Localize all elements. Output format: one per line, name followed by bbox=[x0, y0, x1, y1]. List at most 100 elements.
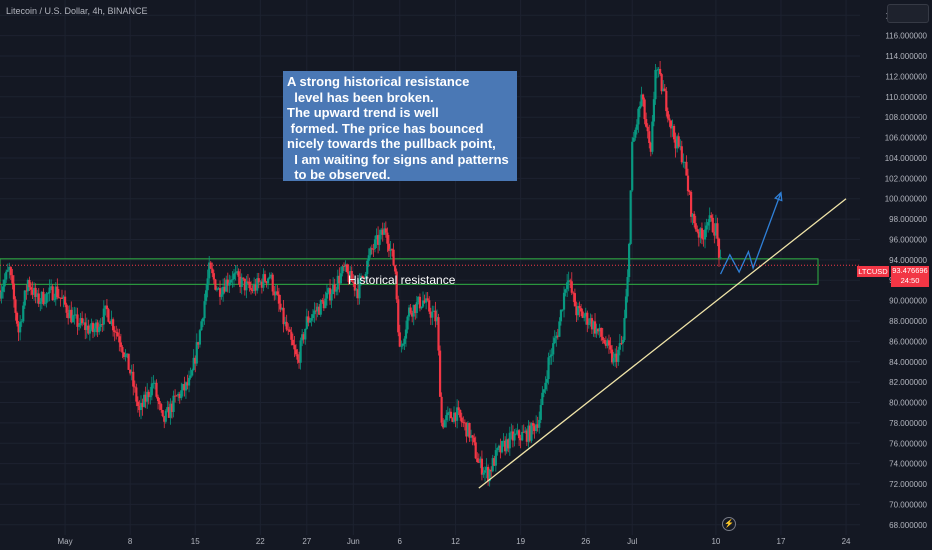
candle-body bbox=[246, 281, 250, 283]
candle-body bbox=[483, 470, 487, 473]
candle-body bbox=[497, 445, 501, 449]
price-tick-label: 94.000000 bbox=[889, 256, 927, 265]
candle-body bbox=[601, 336, 604, 341]
candle-body bbox=[183, 384, 186, 391]
candle-body bbox=[496, 448, 499, 451]
candle-body bbox=[63, 296, 67, 305]
candle-body bbox=[115, 331, 118, 333]
projection-path[interactable] bbox=[719, 192, 782, 275]
candle-body bbox=[242, 277, 245, 279]
candle-body bbox=[680, 146, 683, 163]
candle-body bbox=[274, 291, 277, 296]
candle-body bbox=[628, 243, 631, 278]
candle-body bbox=[222, 286, 225, 295]
time-tick-label: 17 bbox=[777, 537, 786, 546]
candle-body bbox=[564, 289, 567, 293]
time-tick-label: 15 bbox=[191, 537, 200, 546]
candle-body bbox=[600, 327, 603, 337]
candle-body bbox=[640, 94, 643, 107]
candle-body bbox=[677, 136, 680, 147]
zone-label: Historical resistance bbox=[348, 273, 456, 287]
candle-body bbox=[369, 248, 372, 256]
candle-body bbox=[26, 279, 29, 292]
candle-body bbox=[651, 121, 654, 152]
bar-countdown: 24:50 bbox=[900, 276, 920, 285]
price-tick-label: 106.000000 bbox=[885, 134, 928, 143]
candle-body bbox=[646, 126, 649, 132]
candle-body bbox=[28, 279, 31, 288]
candle-body bbox=[3, 279, 6, 287]
candle-body bbox=[330, 294, 333, 301]
candle-body bbox=[187, 377, 191, 386]
candle-body bbox=[229, 279, 232, 283]
candle-body bbox=[398, 332, 401, 347]
candle-body bbox=[471, 435, 474, 438]
candle-body bbox=[132, 371, 135, 387]
candle-body bbox=[291, 339, 294, 346]
candle-body bbox=[428, 300, 431, 312]
candle-body bbox=[694, 223, 697, 230]
annotation-note[interactable]: A strong historical resistance level has… bbox=[283, 71, 517, 181]
candle-body bbox=[553, 338, 556, 344]
candle-body bbox=[418, 296, 422, 309]
candle-body bbox=[32, 287, 36, 295]
candle-body bbox=[392, 249, 395, 266]
candle-body bbox=[621, 339, 625, 344]
candle-body bbox=[373, 239, 377, 249]
candle-body bbox=[136, 401, 140, 407]
price-tick-label: 76.000000 bbox=[889, 439, 927, 448]
candle-body bbox=[519, 438, 522, 441]
time-tick-label: 24 bbox=[842, 537, 851, 546]
candle-body bbox=[215, 289, 219, 291]
candle-body bbox=[173, 395, 177, 397]
candle-body bbox=[96, 322, 99, 333]
price-tag: 93.476696 24:50 bbox=[891, 266, 929, 287]
candle-body bbox=[208, 262, 211, 279]
candle-body bbox=[163, 416, 166, 422]
candle-body bbox=[404, 329, 408, 339]
candle-body bbox=[110, 319, 113, 324]
candle-body bbox=[412, 304, 415, 317]
candle-body bbox=[477, 461, 480, 463]
candle-body bbox=[290, 331, 293, 340]
candle-body bbox=[632, 137, 635, 142]
candle-body bbox=[282, 307, 285, 325]
candle-body bbox=[662, 88, 665, 92]
candle-body bbox=[583, 316, 586, 318]
trend-line[interactable] bbox=[478, 198, 847, 489]
candle-body bbox=[525, 430, 528, 442]
candle-body bbox=[15, 312, 19, 324]
candle-body bbox=[409, 307, 412, 313]
price-tick-label: 86.000000 bbox=[889, 337, 927, 346]
candle-body bbox=[70, 309, 73, 323]
candle-body bbox=[401, 343, 404, 346]
candle-body bbox=[353, 282, 356, 291]
candle-body bbox=[541, 392, 544, 406]
candle-body bbox=[195, 342, 198, 364]
price-axis[interactable]: 68.000000 70.000000 72.000000 74.000000 76.0… bbox=[885, 11, 928, 530]
candle-body bbox=[91, 323, 95, 333]
candle-body bbox=[487, 466, 490, 482]
candle-body bbox=[170, 403, 174, 412]
candle-body bbox=[158, 401, 161, 405]
candle-body bbox=[669, 120, 673, 129]
candle-body bbox=[366, 260, 369, 274]
candle-body bbox=[663, 88, 666, 91]
candle-body bbox=[634, 129, 637, 138]
candle-body bbox=[502, 440, 505, 442]
lightning-icon[interactable]: ⚡ bbox=[722, 517, 736, 531]
toolbar-button[interactable] bbox=[887, 4, 929, 23]
candle-body bbox=[56, 286, 59, 298]
candle-body bbox=[504, 440, 507, 452]
time-axis[interactable]: May 8 15 22 27 Jun 6 12 19 26 Jul 10 17 24 bbox=[58, 537, 852, 546]
candle-body bbox=[431, 311, 434, 318]
candle-body bbox=[589, 318, 592, 324]
price-tick-label: 78.000000 bbox=[889, 419, 927, 428]
candle-body bbox=[528, 425, 532, 441]
price-tick-label: 72.000000 bbox=[889, 480, 927, 489]
candle-body bbox=[535, 424, 538, 432]
candle-body bbox=[570, 281, 573, 293]
last-price: 93.476696 bbox=[892, 266, 928, 275]
